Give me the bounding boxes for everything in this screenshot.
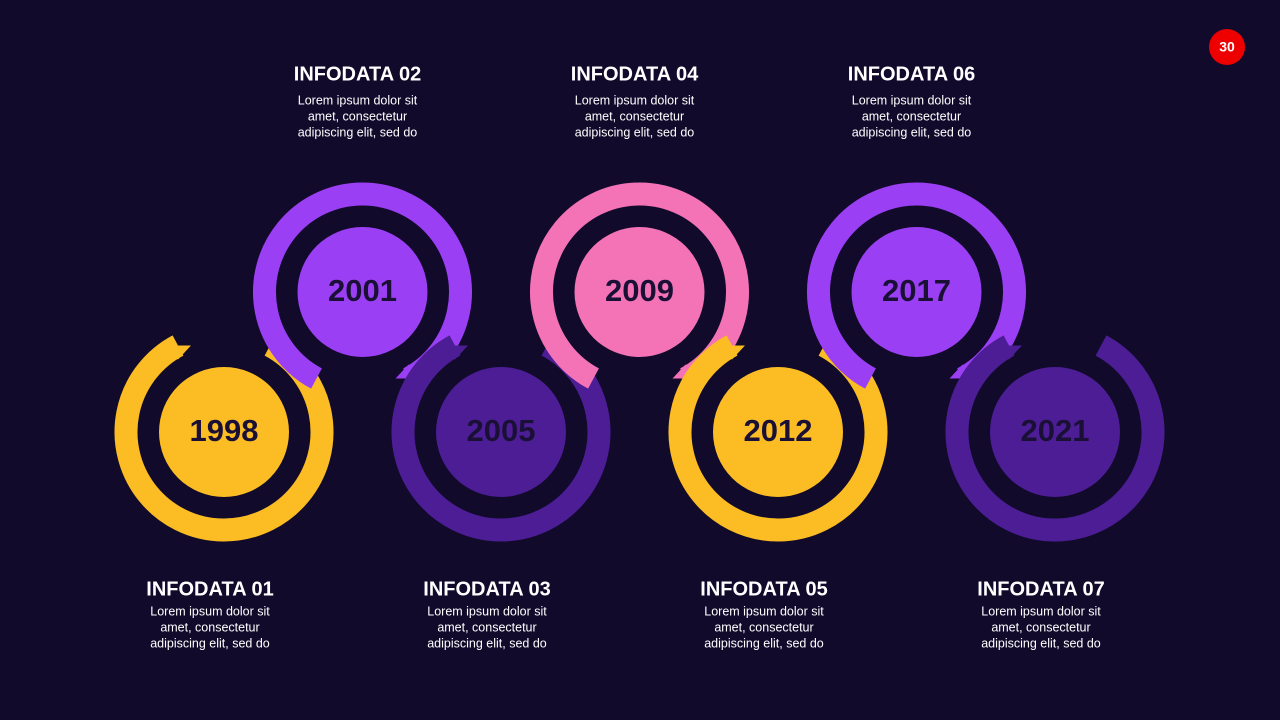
arrow-tip — [718, 345, 745, 360]
year-label: 2005 — [467, 413, 536, 448]
timeline-node: 2001 INFODATA 02 Lorem ipsum dolor sit amet… — [253, 63, 472, 389]
item-title: INFODATA 07 — [977, 578, 1104, 600]
item-description: amet, consectetur — [714, 620, 813, 634]
item-description: adipiscing elit, sed do — [852, 125, 972, 139]
item-description: adipiscing elit, sed do — [427, 636, 547, 650]
ring-arc — [530, 182, 749, 389]
item-title: INFODATA 02 — [294, 63, 421, 85]
item-title: INFODATA 06 — [848, 63, 975, 85]
item-description: Lorem ipsum dolor sit — [298, 93, 418, 107]
year-circle — [990, 367, 1120, 497]
item-description: adipiscing elit, sed do — [150, 636, 270, 650]
item-description: Lorem ipsum dolor sit — [852, 93, 972, 107]
ring-arc — [391, 335, 611, 542]
year-label: 2017 — [882, 273, 951, 308]
item-description: Lorem ipsum dolor sit — [150, 604, 270, 618]
page-number: 30 — [1219, 39, 1235, 55]
ring-arc — [668, 335, 888, 542]
item-description: adipiscing elit, sed do — [575, 125, 695, 139]
arrow-tip — [441, 345, 468, 360]
year-circle — [851, 227, 982, 357]
item-title: INFODATA 03 — [423, 578, 550, 600]
ring-arc — [253, 182, 472, 389]
arrow-tip — [995, 345, 1022, 360]
item-description: Lorem ipsum dolor sit — [704, 604, 824, 618]
timeline-node: 2012 INFODATA 05 Lorem ipsum dolor sit amet… — [668, 335, 888, 650]
timeline-node: 1998 INFODATA 01 Lorem ipsum dolor sit amet… — [114, 335, 334, 650]
year-label: 2012 — [744, 413, 813, 448]
year-label: 1998 — [190, 413, 259, 448]
timeline-node: 2009 INFODATA 04 Lorem ipsum dolor sit amet… — [530, 63, 749, 389]
item-description: amet, consectetur — [585, 109, 684, 123]
item-description: Lorem ipsum dolor sit — [575, 93, 695, 107]
page-badge — [1209, 29, 1245, 65]
year-circle — [297, 227, 428, 357]
item-description: adipiscing elit, sed do — [704, 636, 824, 650]
item-description: adipiscing elit, sed do — [298, 125, 418, 139]
item-description: Lorem ipsum dolor sit — [427, 604, 547, 618]
year-circle — [713, 367, 843, 497]
year-circle — [574, 227, 705, 357]
ring-arc — [114, 335, 334, 542]
item-title: INFODATA 04 — [571, 63, 699, 85]
item-description: amet, consectetur — [991, 620, 1090, 634]
item-title: INFODATA 05 — [700, 578, 827, 600]
year-label: 2001 — [328, 273, 397, 308]
ring-arc — [945, 335, 1165, 542]
item-description: amet, consectetur — [437, 620, 536, 634]
timeline-node: 2017 INFODATA 06 Lorem ipsum dolor sit amet… — [807, 63, 1026, 389]
arrow-tip — [164, 345, 191, 360]
item-description: amet, consectetur — [862, 109, 961, 123]
item-description: adipiscing elit, sed do — [981, 636, 1101, 650]
year-label: 2009 — [605, 273, 674, 308]
timeline-node: 2021 INFODATA 07 Lorem ipsum dolor sit amet… — [945, 335, 1165, 650]
year-label: 2021 — [1021, 413, 1090, 448]
item-title: INFODATA 01 — [146, 578, 273, 600]
item-description: Lorem ipsum dolor sit — [981, 604, 1101, 618]
item-description: amet, consectetur — [308, 109, 407, 123]
year-circle — [436, 367, 566, 497]
ring-arc — [807, 182, 1026, 389]
year-circle — [159, 367, 289, 497]
timeline-node: 2005 INFODATA 03 Lorem ipsum dolor sit amet… — [391, 335, 611, 650]
item-description: amet, consectetur — [160, 620, 259, 634]
